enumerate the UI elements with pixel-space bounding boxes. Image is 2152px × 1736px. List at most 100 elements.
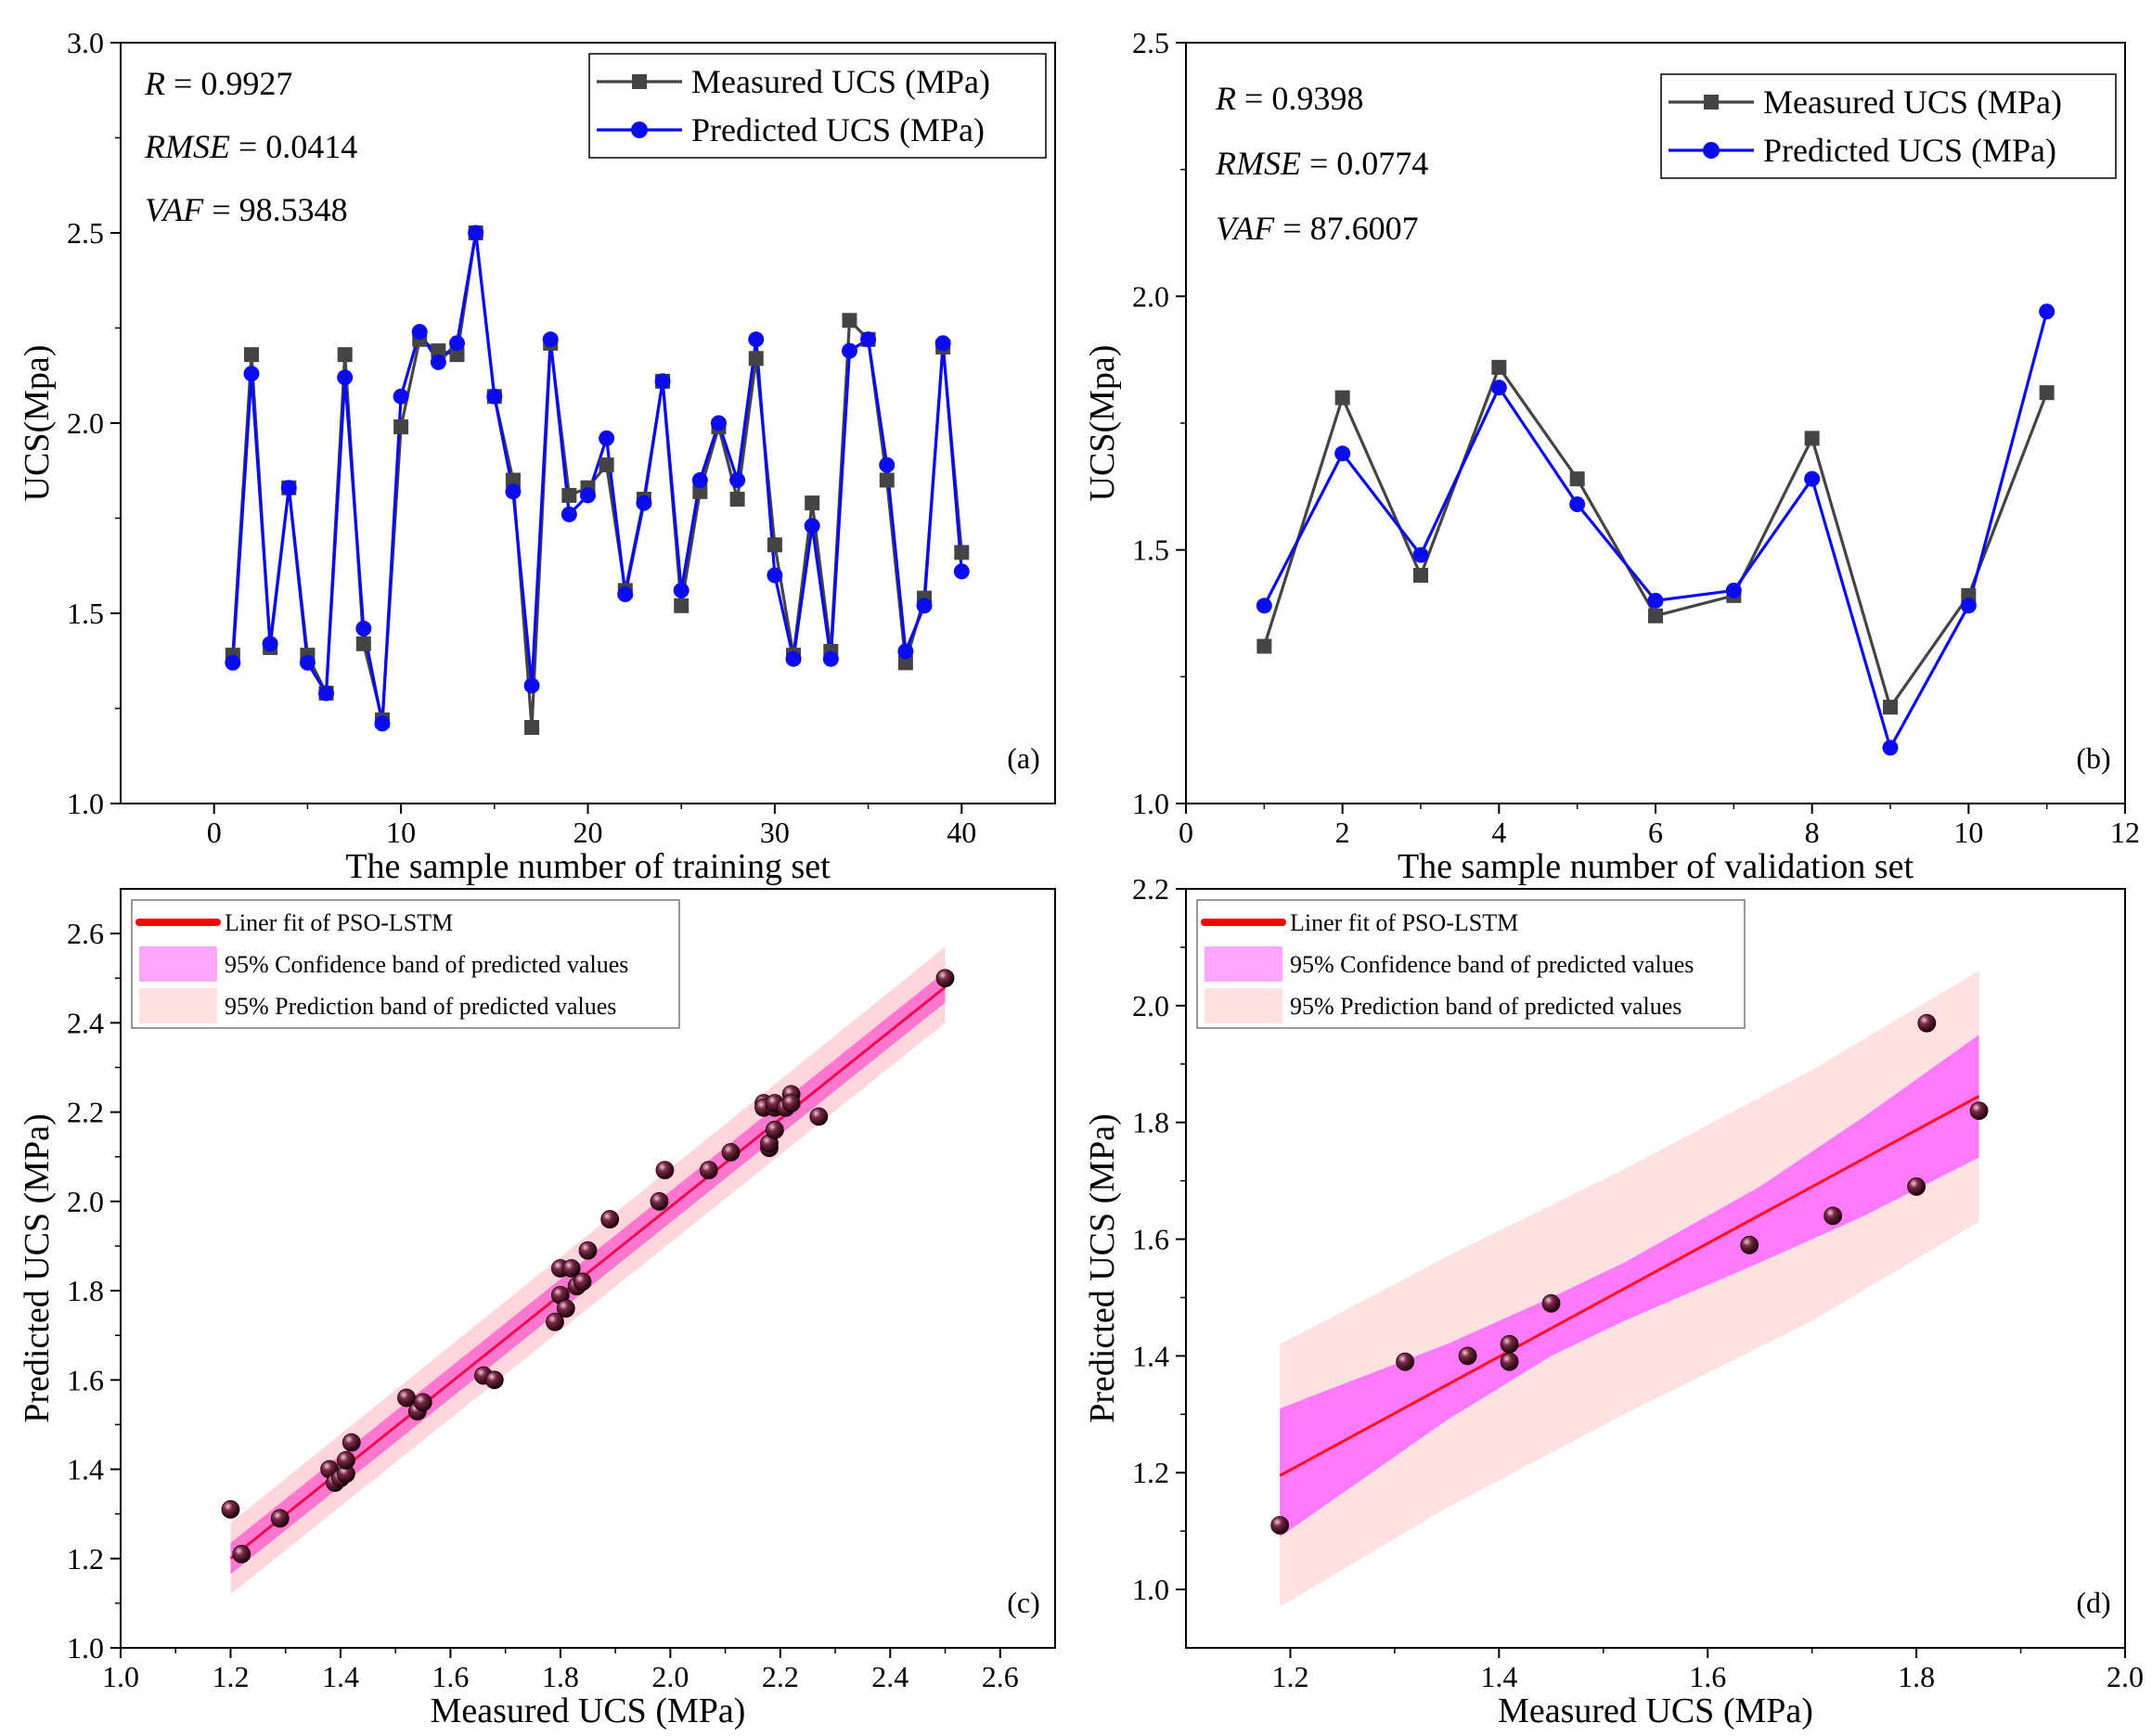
- data-point-3: [270, 1509, 290, 1528]
- stat-vaf: VAF = 87.6007: [1216, 210, 1419, 247]
- y-tick-label: 1.5: [67, 597, 104, 630]
- y-tick-label: 2.2: [1132, 872, 1169, 906]
- measured-point-34: [842, 313, 857, 328]
- predicted-point-35: [860, 331, 877, 348]
- measured-point-7: [337, 347, 353, 363]
- y-tick-label: 1.0: [67, 1631, 104, 1665]
- legend-band-swatch: [139, 946, 217, 982]
- predicted-point-31: [785, 650, 802, 667]
- predicted-point-17: [523, 677, 540, 694]
- legend-label: Measured UCS (MPa): [691, 63, 990, 100]
- measured-point-6: [1648, 608, 1663, 624]
- fit-line: [1279, 1095, 1980, 1477]
- data-point-21: [573, 1272, 592, 1292]
- predicted-point-39: [934, 335, 951, 352]
- measured-point-26: [692, 483, 708, 499]
- predicted-point-10: [1960, 598, 1977, 614]
- x-tick-label: 12: [2110, 816, 2140, 849]
- predicted-point-38: [916, 598, 933, 614]
- stat-value: 98.5348: [239, 191, 348, 228]
- x-axis-title: Measured UCS (MPa): [431, 1691, 746, 1730]
- legend-label: Liner fit of PSO-LSTM: [225, 909, 453, 936]
- data-point-27: [721, 1142, 741, 1162]
- predicted-point-22: [617, 586, 634, 602]
- data-point-10: [1917, 1013, 1937, 1033]
- legend-b: Measured UCS (MPa) Predicted UCS (MPa): [1660, 73, 2117, 179]
- x-tick-label: 1.8: [1898, 1660, 1935, 1693]
- x-tick-label: 2.2: [762, 1660, 799, 1693]
- y-tick-label: 2.0: [67, 406, 104, 440]
- stat-name: R: [144, 65, 165, 102]
- legend-label: 95% Prediction band of predicted values: [225, 993, 616, 1020]
- x-tick-label: 1.4: [1480, 1660, 1517, 1693]
- data-point-18: [556, 1299, 575, 1318]
- y-tick-label: 1.0: [67, 787, 104, 820]
- predicted-point-1: [1256, 598, 1272, 614]
- legend-label: Predicted UCS (MPa): [1763, 132, 2056, 169]
- predicted-point-33: [822, 650, 839, 667]
- predicted-point-15: [486, 388, 503, 405]
- legend-marker-circle: [1703, 142, 1720, 159]
- measured-point-29: [748, 351, 764, 366]
- x-tick-label: 8: [1805, 816, 1820, 849]
- panel-label: (a): [1007, 741, 1040, 775]
- x-tick-label: 1.6: [432, 1660, 469, 1693]
- measured-point-1: [1256, 638, 1272, 654]
- predicted-point-1: [225, 654, 241, 671]
- predicted-point-4: [1490, 379, 1507, 396]
- stat-vaf: VAF = 98.5348: [145, 191, 348, 228]
- y-tick-label: 2.2: [67, 1096, 104, 1129]
- measured-point-8: [355, 636, 371, 651]
- predicted-point-8: [1804, 470, 1821, 487]
- predicted-point-27: [710, 415, 727, 431]
- y-tick-label: 1.8: [1132, 1106, 1169, 1139]
- predicted-point-12: [430, 354, 446, 370]
- measured-point-21: [599, 457, 614, 473]
- y-tick-label: 1.5: [1132, 534, 1169, 567]
- y-axis-title: UCS(Mpa): [18, 345, 57, 502]
- predicted-point-18: [542, 331, 559, 348]
- data-point-9: [1907, 1177, 1926, 1196]
- x-tick-label: 0: [1179, 816, 1193, 849]
- legend-band-swatch: [1205, 946, 1282, 982]
- data-point-8: [1823, 1206, 1843, 1226]
- stat-value: 0.0414: [265, 128, 357, 165]
- measured-point-37: [897, 655, 913, 671]
- legend-marker-square: [632, 74, 647, 89]
- measured-point-3: [1413, 568, 1428, 583]
- panel-label: (d): [2076, 1586, 2110, 1619]
- stat-name: VAF: [1216, 210, 1275, 247]
- predicted-point-2: [243, 366, 260, 382]
- stat-r: R = 0.9398: [1215, 80, 1363, 117]
- panel-b: 0 2 4 6 8 10 12 1.0 1.5 2.0 2.5 The sample number o…: [1083, 26, 2140, 886]
- predicted-point-5: [299, 654, 316, 671]
- legend-label: 95% Prediction band of predicted values: [1290, 993, 1682, 1020]
- predicted-series-line: [231, 232, 963, 725]
- data-point-25: [655, 1161, 675, 1180]
- stat-name: RMSE: [144, 128, 230, 165]
- panel-a: 0 10 20 30 40 1.0 1.5 2.0 2.5 3.0 The sample numbe…: [18, 26, 1056, 886]
- measured-point-19: [561, 487, 577, 503]
- x-tick-label: 20: [573, 816, 603, 849]
- predicted-point-13: [449, 335, 466, 352]
- predicted-point-26: [691, 472, 708, 488]
- predicted-point-34: [841, 342, 857, 359]
- x-tick-label: 1.4: [322, 1660, 359, 1693]
- legend-band-swatch: [139, 988, 217, 1023]
- predicted-point-32: [804, 518, 820, 534]
- predicted-point-2: [1334, 445, 1351, 462]
- x-tick-label: 10: [1953, 816, 1983, 849]
- stat-equals: =: [230, 128, 265, 165]
- measured-point-25: [674, 598, 689, 613]
- panel-c: 1.0 1.2 1.4 1.6 1.8 2.0 2.2 2.4 2.6 1.0 1.2 1.4 1.6 1…: [18, 888, 1056, 1730]
- stat-name: VAF: [145, 191, 204, 228]
- predicted-point-24: [654, 373, 671, 390]
- measured-point-10: [393, 419, 409, 435]
- stat-equals: =: [203, 191, 238, 228]
- data-point-23: [600, 1210, 620, 1228]
- data-point-11: [1969, 1101, 1989, 1121]
- stat-rmse: RMSE = 0.0414: [144, 128, 357, 165]
- y-tick-label: 2.5: [67, 216, 104, 250]
- stat-equals: =: [1236, 80, 1271, 117]
